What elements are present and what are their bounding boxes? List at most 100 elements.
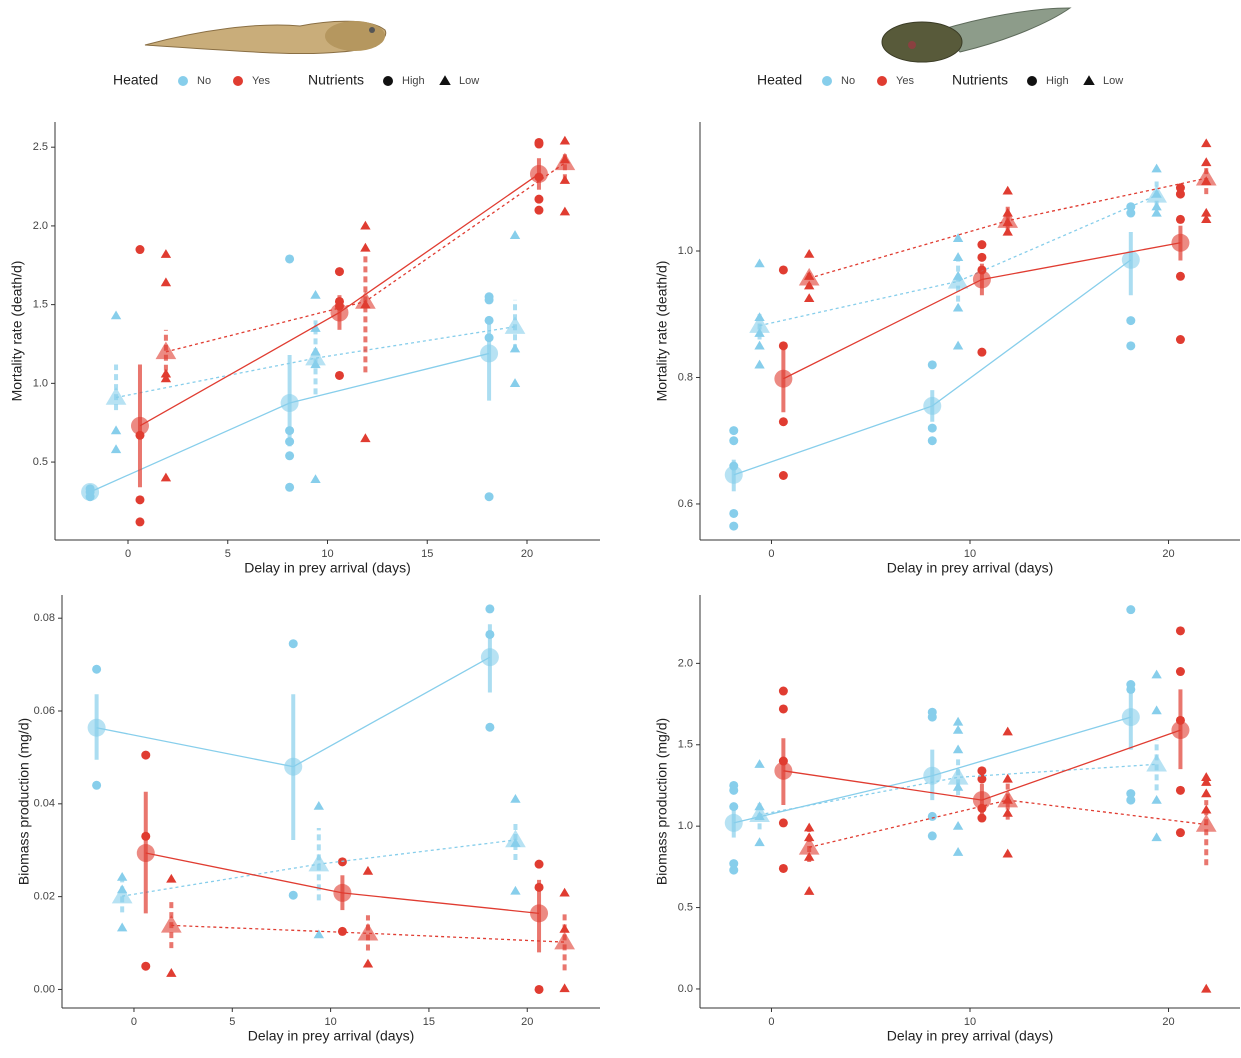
- raw-point: [111, 444, 121, 453]
- mean-point: [1122, 708, 1140, 726]
- raw-point: [1176, 272, 1185, 281]
- mean-point: [1171, 234, 1189, 252]
- legend-swatch: [383, 76, 393, 86]
- raw-point: [1003, 849, 1013, 858]
- x-tick-label: 0: [768, 1016, 774, 1028]
- legend-swatch: [439, 75, 451, 85]
- y-tick-label: 2.0: [33, 220, 48, 232]
- mean-point: [480, 344, 498, 362]
- legend-label: Yes: [252, 75, 270, 87]
- mean-line: [783, 243, 1180, 379]
- raw-point: [166, 874, 176, 883]
- raw-point: [754, 341, 764, 350]
- raw-point: [338, 927, 347, 936]
- raw-point: [1176, 190, 1185, 199]
- raw-point: [1126, 341, 1135, 350]
- raw-point: [161, 249, 171, 258]
- raw-point: [559, 888, 569, 897]
- x-axis-label: Delay in prey arrival (days): [887, 1028, 1054, 1044]
- mean-point: [1196, 168, 1217, 186]
- legend-label: Low: [459, 75, 479, 87]
- y-tick-label: 0.0: [678, 983, 693, 995]
- tadpole-right: [882, 8, 1070, 62]
- raw-point: [310, 290, 320, 299]
- x-tick-label: 10: [324, 1016, 336, 1028]
- raw-point: [1176, 786, 1185, 795]
- raw-point: [953, 303, 963, 312]
- raw-point: [779, 818, 788, 827]
- mean-point: [774, 370, 792, 388]
- legend-title: Nutrients: [952, 72, 1008, 88]
- raw-point: [141, 962, 150, 971]
- raw-point: [1126, 605, 1135, 614]
- legend-swatch: [1027, 76, 1037, 86]
- raw-point: [111, 425, 121, 434]
- raw-point: [534, 140, 543, 149]
- y-tick-label: 0.06: [34, 705, 55, 717]
- y-tick-label: 0.00: [34, 983, 55, 995]
- raw-point: [360, 433, 370, 442]
- raw-point: [510, 794, 520, 803]
- mean-point: [725, 814, 743, 832]
- raw-point: [535, 985, 544, 994]
- legend-label: Yes: [896, 75, 914, 87]
- raw-point: [754, 360, 764, 369]
- raw-point: [928, 812, 937, 821]
- raw-point: [560, 136, 570, 145]
- mean-point: [137, 844, 155, 862]
- raw-point: [977, 814, 986, 823]
- mean-point: [505, 316, 526, 334]
- raw-point: [161, 473, 171, 482]
- raw-point: [1003, 186, 1013, 195]
- raw-point: [779, 704, 788, 713]
- raw-point: [117, 923, 127, 932]
- mean-point: [997, 790, 1018, 808]
- raw-point: [1201, 157, 1211, 166]
- raw-point: [560, 207, 570, 216]
- raw-point: [1201, 138, 1211, 147]
- raw-point: [1151, 705, 1161, 714]
- x-tick-label: 15: [421, 548, 433, 560]
- raw-point: [804, 886, 814, 895]
- raw-point: [754, 759, 764, 768]
- mean-point: [505, 830, 526, 848]
- raw-point: [754, 258, 764, 267]
- mean-point: [554, 932, 575, 950]
- y-tick-label: 0.5: [678, 901, 693, 913]
- raw-point: [161, 277, 171, 286]
- mean-point: [1196, 814, 1217, 832]
- mean-point: [997, 210, 1018, 228]
- raw-point: [1151, 795, 1161, 804]
- x-tick-label: 15: [423, 1016, 435, 1028]
- mean-point: [81, 483, 99, 501]
- x-tick-label: 0: [131, 1016, 137, 1028]
- raw-point: [1003, 727, 1013, 736]
- raw-point: [1126, 209, 1135, 218]
- mean-point: [555, 153, 576, 171]
- mean-point: [948, 271, 969, 289]
- raw-point: [1003, 774, 1013, 783]
- raw-point: [779, 471, 788, 480]
- raw-point: [804, 293, 814, 302]
- mean-point: [725, 466, 743, 484]
- raw-point: [289, 639, 298, 648]
- y-axis-label: Biomass production (mg/d): [654, 718, 670, 885]
- raw-point: [1176, 828, 1185, 837]
- raw-point: [977, 240, 986, 249]
- mean-point: [1171, 721, 1189, 739]
- raw-point: [779, 265, 788, 274]
- raw-point: [135, 245, 144, 254]
- mean-point: [161, 915, 182, 933]
- raw-point: [953, 725, 963, 734]
- raw-point: [953, 821, 963, 830]
- raw-point: [754, 837, 764, 846]
- legend-swatch: [233, 76, 243, 86]
- mean-point: [131, 417, 149, 435]
- raw-point: [729, 436, 738, 445]
- raw-point: [779, 417, 788, 426]
- tadpole-left: [145, 21, 386, 54]
- raw-point: [1151, 164, 1161, 173]
- raw-point: [534, 206, 543, 215]
- raw-point: [977, 348, 986, 357]
- y-tick-label: 1.0: [678, 820, 693, 832]
